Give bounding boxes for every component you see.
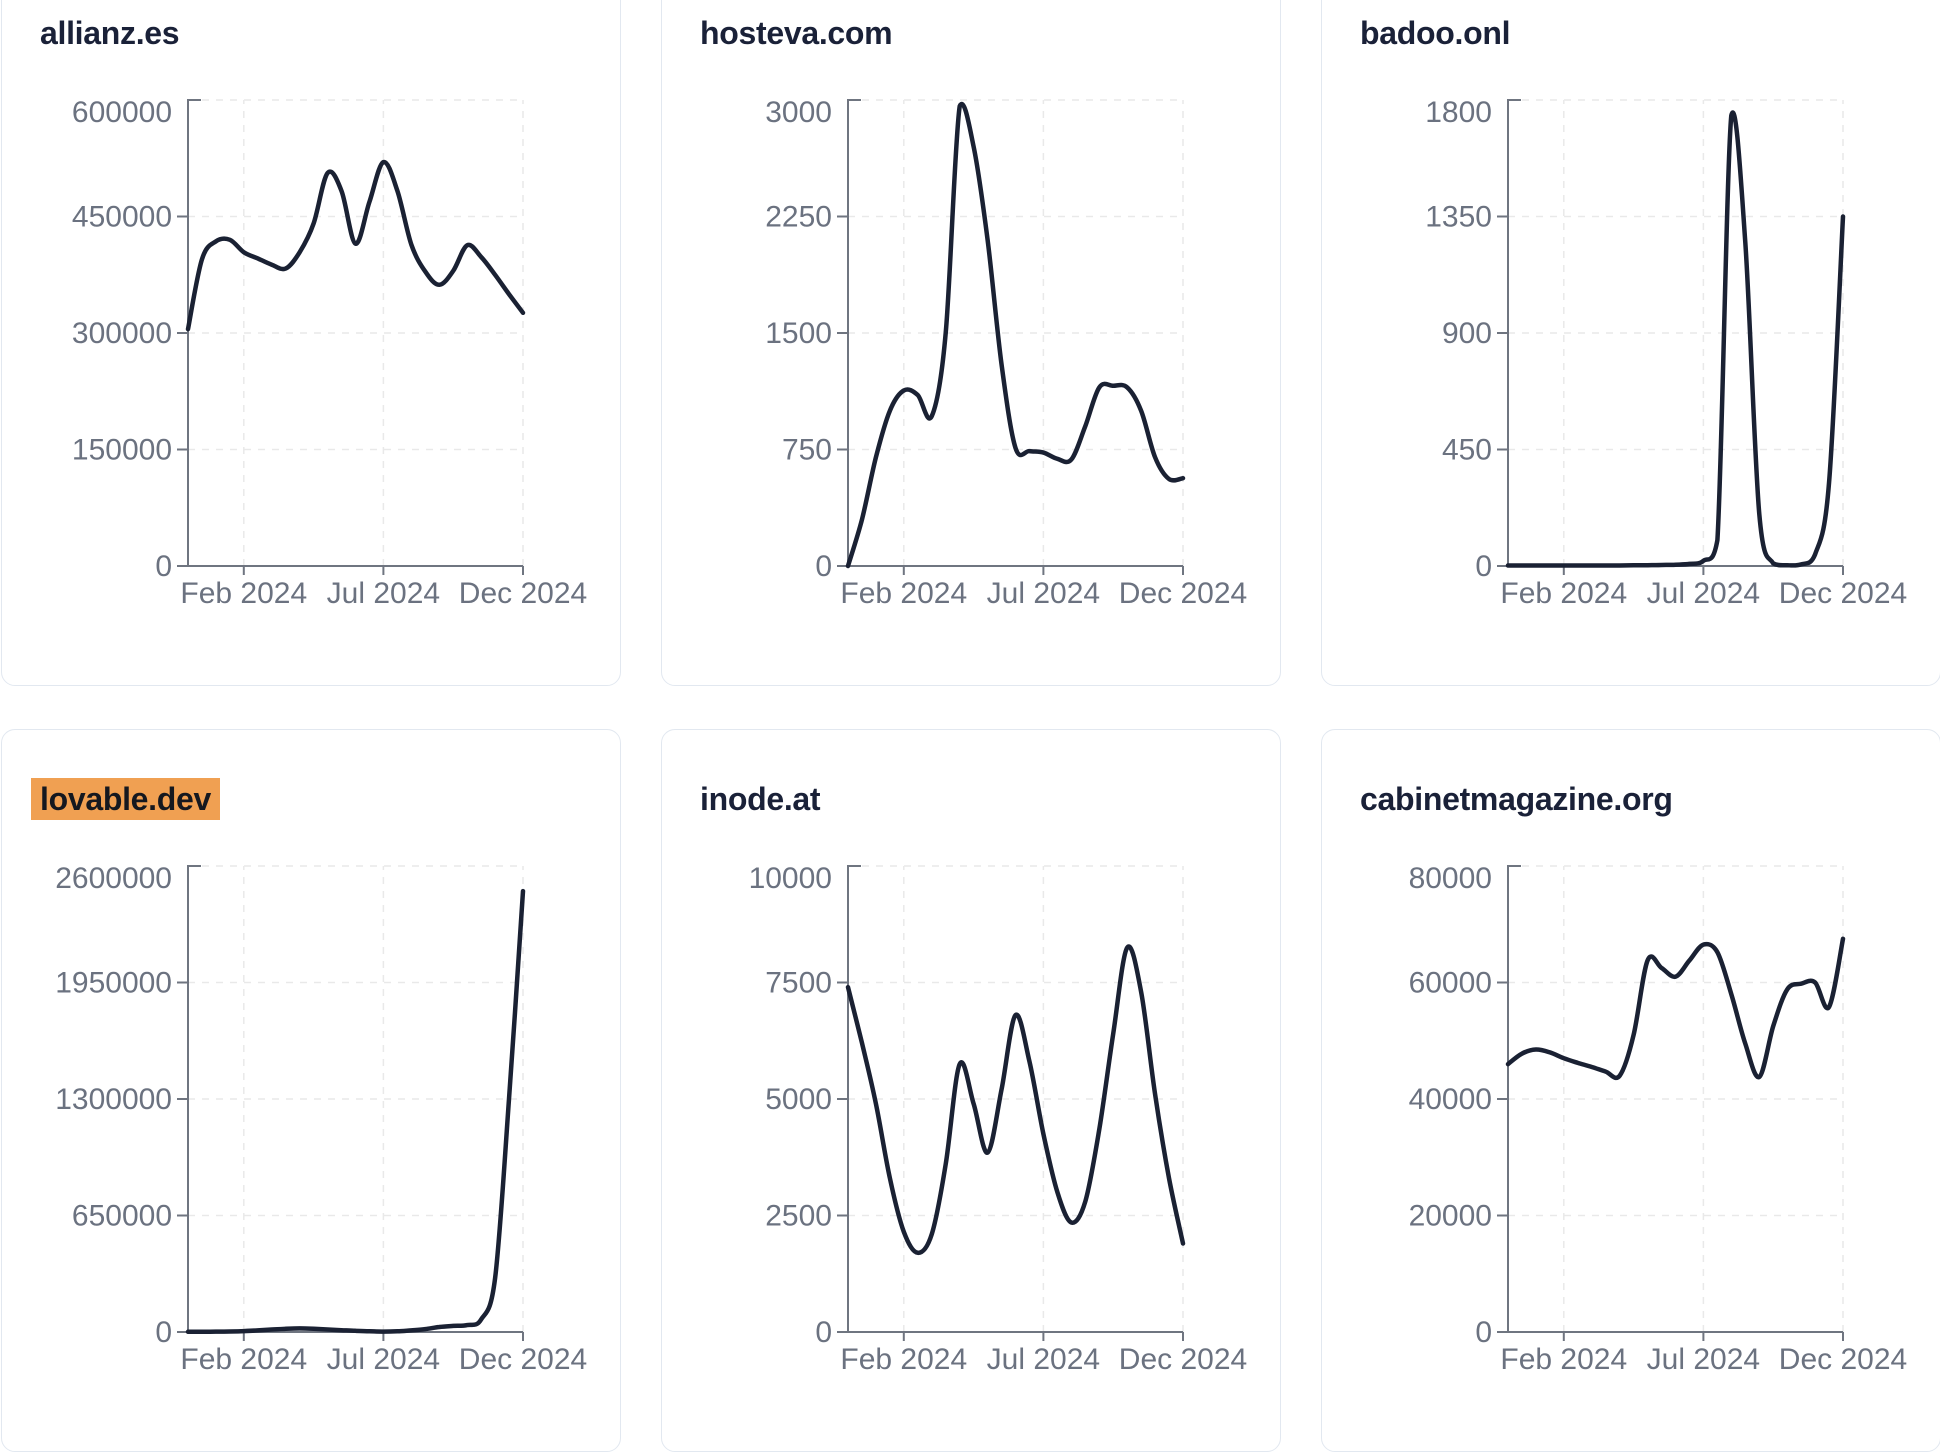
x-tick-label: Jul 2024 [987, 577, 1100, 610]
y-tick-label: 80000 [1409, 862, 1492, 895]
chart-title: inode.at [700, 781, 821, 817]
y-tick-label: 10000 [749, 862, 832, 895]
chart-card[interactable]: hosteva.com 0 750 1500 2250 3000 Feb 2024 Jul … [661, 0, 1281, 686]
line-chart: 0 20000 40000 60000 80000 Feb 2024 Jul 2024 Dec… [1409, 862, 1908, 1376]
x-tick-label: Feb 2024 [1500, 1343, 1627, 1376]
y-tick-label: 7500 [765, 967, 832, 1000]
x-tick-label: Dec 2024 [1119, 1343, 1247, 1376]
y-tick-label: 2500 [765, 1200, 832, 1233]
y-tick-label: 0 [155, 1316, 172, 1349]
chart-title: lovable.dev [31, 778, 220, 820]
chart-title: allianz.es [40, 15, 180, 51]
chart-card[interactable]: badoo.onl 0 450 900 1350 1800 Feb 2024 Jul 202… [1321, 0, 1940, 686]
y-tick-label: 1800 [1425, 96, 1492, 129]
line-chart: 0 150000 300000 450000 600000 Feb 2024 Jul 202… [72, 96, 587, 610]
chart-card[interactable]: inode.at 0 2500 5000 7500 10000 Feb 2024 Jul 2… [661, 729, 1281, 1452]
line-chart: 0 2500 5000 7500 10000 Feb 2024 Jul 2024 Dec 20… [749, 862, 1248, 1376]
x-tick-label: Feb 2024 [1500, 577, 1627, 610]
traffic-line-series [845, 944, 1186, 1256]
y-tick-label: 2250 [765, 201, 832, 234]
y-tick-label: 300000 [72, 317, 172, 350]
x-tick-label: Feb 2024 [840, 1343, 967, 1376]
y-tick-label: 1950000 [55, 967, 172, 1000]
x-tick-label: Dec 2024 [1779, 1343, 1907, 1376]
y-tick-label: 0 [815, 550, 832, 583]
y-tick-label: 150000 [72, 434, 172, 467]
chart-card[interactable]: cabinetmagazine.org 0 20000 40000 60000 8000… [1321, 729, 1940, 1452]
traffic-line-series [185, 888, 526, 1335]
x-tick-label: Jul 2024 [1647, 1343, 1760, 1376]
x-tick-label: Dec 2024 [1119, 577, 1247, 610]
x-tick-label: Jul 2024 [327, 577, 440, 610]
y-tick-label: 1300000 [55, 1083, 172, 1116]
y-tick-label: 900 [1442, 317, 1492, 350]
chart-title-row: badoo.onl [1360, 14, 1510, 52]
y-tick-label: 3000 [765, 96, 832, 129]
y-tick-label: 600000 [72, 96, 172, 129]
traffic-line-series [1505, 110, 1846, 568]
traffic-line-series [1505, 936, 1846, 1081]
y-tick-label: 0 [1475, 550, 1492, 583]
chart-card[interactable]: lovable.dev 0 650000 1300000 1950000 2600000… [1, 729, 621, 1452]
chart-title-row: lovable.dev [31, 778, 220, 820]
y-tick-label: 1500 [765, 317, 832, 350]
line-chart: 0 750 1500 2250 3000 Feb 2024 Jul 2024 Dec 2024 [765, 96, 1247, 610]
y-tick-label: 450 [1442, 434, 1492, 467]
y-tick-label: 450000 [72, 201, 172, 234]
y-tick-label: 750 [782, 434, 832, 467]
y-tick-label: 40000 [1409, 1083, 1492, 1116]
chart-title: badoo.onl [1360, 15, 1511, 51]
x-tick-label: Feb 2024 [180, 1343, 307, 1376]
x-tick-label: Dec 2024 [459, 1343, 587, 1376]
x-tick-label: Jul 2024 [987, 1343, 1100, 1376]
x-tick-label: Feb 2024 [840, 577, 967, 610]
y-tick-label: 5000 [765, 1083, 832, 1116]
y-tick-label: 20000 [1409, 1200, 1492, 1233]
y-tick-label: 650000 [72, 1200, 172, 1233]
y-tick-label: 0 [815, 1316, 832, 1349]
x-tick-label: Dec 2024 [459, 577, 587, 610]
x-tick-label: Feb 2024 [180, 577, 307, 610]
chart-title-row: hosteva.com [700, 14, 893, 52]
chart-title-row: inode.at [700, 780, 821, 818]
traffic-line-series [845, 101, 1186, 569]
y-tick-label: 0 [155, 550, 172, 583]
line-chart: 0 450 900 1350 1800 Feb 2024 Jul 2024 Dec 2024 [1425, 96, 1907, 610]
x-tick-label: Dec 2024 [1779, 577, 1907, 610]
y-tick-label: 1350 [1425, 201, 1492, 234]
y-tick-label: 0 [1475, 1316, 1492, 1349]
chart-title: cabinetmagazine.org [1360, 781, 1673, 817]
chart-title-row: allianz.es [40, 14, 180, 52]
y-tick-label: 60000 [1409, 967, 1492, 1000]
chart-card[interactable]: allianz.es 0 150000 300000 450000 600000 Feb … [1, 0, 621, 686]
line-chart: 0 650000 1300000 1950000 2600000 Feb 2024 Jul … [55, 862, 587, 1376]
x-tick-label: Jul 2024 [327, 1343, 440, 1376]
chart-title-row: cabinetmagazine.org [1360, 780, 1673, 818]
chart-title: hosteva.com [700, 15, 893, 51]
x-tick-label: Jul 2024 [1647, 577, 1760, 610]
traffic-line-series [185, 159, 526, 332]
y-tick-label: 2600000 [55, 862, 172, 895]
